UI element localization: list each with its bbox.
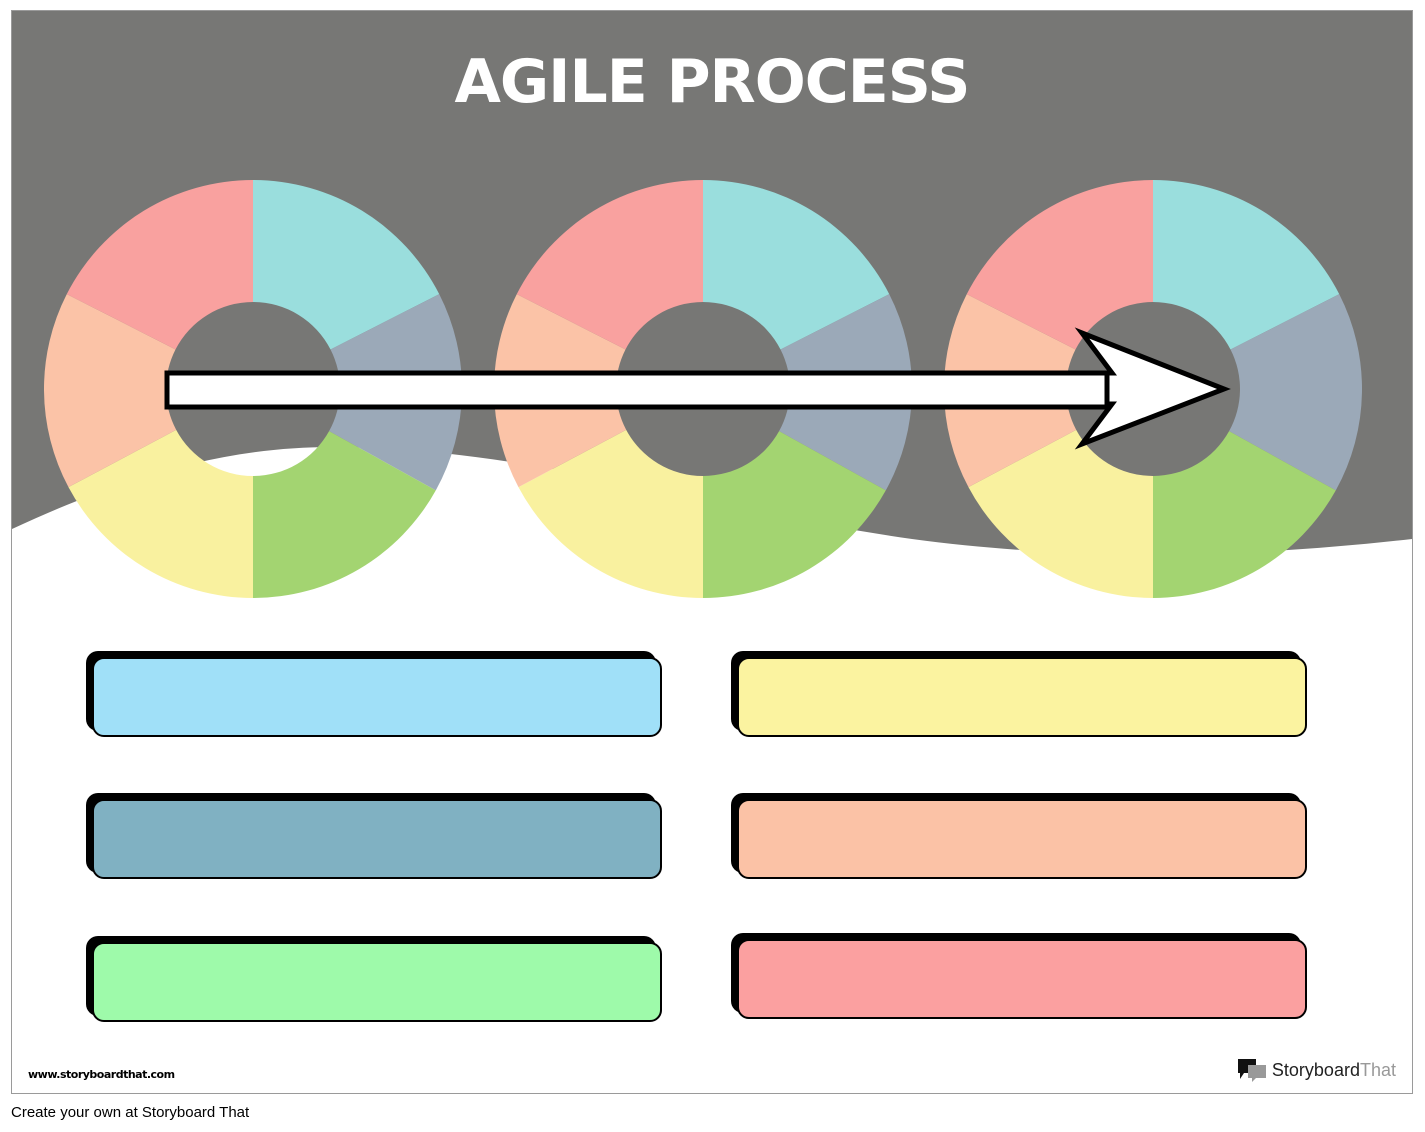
text-box-6[interactable] bbox=[731, 933, 1307, 1019]
cycle-segment bbox=[1153, 431, 1336, 598]
cycle-segment bbox=[253, 431, 436, 598]
cycle-segment bbox=[518, 429, 703, 598]
cycle-segment bbox=[43, 294, 177, 488]
white-wave bbox=[12, 447, 1412, 1093]
watermark-url: www.storyboardthat.com bbox=[28, 1068, 175, 1081]
cycle-segment bbox=[66, 180, 253, 350]
logo-text-that: That bbox=[1359, 1059, 1396, 1080]
page-title: AGILE PROCESS bbox=[454, 47, 970, 117]
cycle-segment bbox=[68, 429, 253, 598]
worksheet-canvas: AGILE PROCESS www.storyboardthat.com Sto… bbox=[11, 10, 1413, 1094]
cycle-segment bbox=[703, 431, 886, 598]
logo-text-storyboard: Storyboard bbox=[1271, 1059, 1360, 1080]
arrow-head bbox=[1074, 327, 1231, 450]
cycles-group bbox=[43, 180, 1362, 598]
process-arrow bbox=[164, 327, 1231, 450]
footer-link[interactable]: Create your own at Storyboard That bbox=[11, 1104, 250, 1121]
cycle-wheel-1 bbox=[43, 180, 462, 598]
cycle-segment bbox=[703, 180, 890, 350]
speech-bubble-icon bbox=[1237, 1059, 1266, 1082]
cycle-segment bbox=[253, 180, 440, 350]
cycle-segment bbox=[1229, 294, 1362, 491]
background bbox=[12, 11, 1412, 1093]
cycle-segment bbox=[966, 180, 1153, 350]
cycle-segment bbox=[1153, 180, 1340, 350]
text-box-5[interactable] bbox=[86, 936, 662, 1022]
arrow-shaft bbox=[164, 370, 1110, 410]
storyboardthat-logo: Storyboard That bbox=[1236, 1057, 1396, 1083]
text-box-3[interactable] bbox=[86, 793, 662, 879]
cycle-wheel-3 bbox=[944, 180, 1362, 598]
cycle-segment bbox=[968, 429, 1153, 598]
text-box-1[interactable] bbox=[86, 651, 662, 737]
text-box-2[interactable] bbox=[731, 651, 1307, 737]
text-box-4[interactable] bbox=[731, 793, 1307, 879]
cycle-segment bbox=[516, 180, 703, 350]
